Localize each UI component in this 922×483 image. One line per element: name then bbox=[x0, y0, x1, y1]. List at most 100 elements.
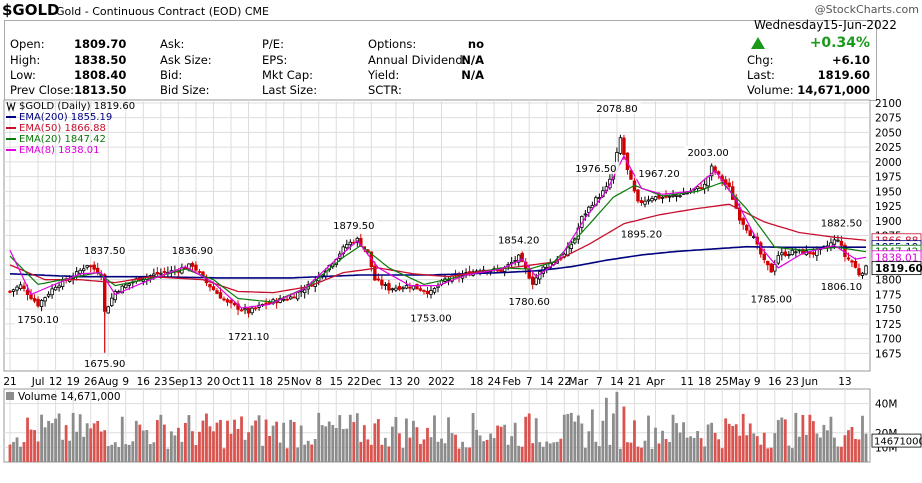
candle bbox=[643, 196, 647, 208]
volume-bar bbox=[461, 441, 464, 462]
candle bbox=[222, 296, 226, 302]
volume-bar bbox=[422, 439, 426, 462]
volume-bar bbox=[492, 438, 496, 462]
volume-bar bbox=[78, 414, 82, 462]
volume-bar bbox=[334, 427, 338, 462]
volume-bar bbox=[482, 441, 486, 462]
candle bbox=[671, 189, 675, 198]
volume-bar bbox=[769, 447, 773, 462]
price-tick-label: 1975 bbox=[875, 172, 902, 184]
candle bbox=[531, 272, 535, 290]
candle-body bbox=[699, 187, 703, 189]
volume-bar bbox=[299, 425, 303, 462]
axis-tag-text: 1819.60 bbox=[875, 263, 922, 275]
volume-bar bbox=[745, 435, 749, 462]
candle-body bbox=[762, 253, 766, 261]
volume-bar bbox=[159, 414, 163, 462]
instrument-name: Gold - Continuous Contract (EOD) CME bbox=[56, 5, 269, 18]
candle bbox=[587, 205, 591, 218]
volume-bar bbox=[741, 413, 745, 462]
up-arrow-icon bbox=[751, 37, 765, 53]
candle bbox=[783, 247, 788, 258]
time-tick-label: 7 bbox=[526, 376, 533, 388]
candle-body bbox=[832, 239, 837, 245]
volume-bar bbox=[138, 424, 142, 462]
candle bbox=[727, 178, 731, 192]
volume-bar bbox=[622, 406, 626, 462]
volume-bar bbox=[43, 427, 47, 462]
volume-bar bbox=[857, 439, 861, 462]
volume-bar bbox=[369, 444, 373, 462]
candle-body bbox=[394, 287, 398, 291]
volume-bar bbox=[503, 424, 507, 462]
time-tick-label: Jul bbox=[31, 376, 45, 388]
candle bbox=[667, 195, 672, 202]
volume-bar bbox=[773, 433, 777, 462]
volume-bar bbox=[257, 415, 261, 462]
volume-bar bbox=[26, 417, 29, 462]
volume-bar bbox=[829, 416, 833, 462]
candle-body bbox=[678, 195, 682, 198]
yield-value: N/A bbox=[461, 68, 484, 82]
volume-bar bbox=[415, 427, 419, 462]
candle-body bbox=[387, 283, 391, 291]
volume-bar bbox=[590, 409, 594, 462]
candle bbox=[520, 251, 524, 263]
volume-bar bbox=[808, 414, 812, 462]
volume-bar bbox=[99, 431, 103, 462]
ema8-line bbox=[9, 154, 867, 309]
candle bbox=[113, 289, 117, 303]
volume-bar bbox=[734, 424, 738, 462]
candle-body bbox=[783, 251, 788, 256]
candle-body bbox=[229, 300, 233, 304]
volume-bar bbox=[552, 442, 556, 462]
volume-bar bbox=[71, 412, 75, 462]
candle-body bbox=[650, 198, 654, 202]
volume-bar bbox=[380, 444, 384, 462]
volume-bar bbox=[310, 444, 314, 462]
time-tick-label: 20 bbox=[407, 376, 420, 388]
time-tick-label: 14 bbox=[540, 376, 554, 388]
volume-bar bbox=[587, 431, 591, 462]
volume-bar bbox=[573, 421, 577, 462]
candle-body bbox=[81, 268, 86, 272]
price-annotation: 1882.50 bbox=[821, 219, 862, 230]
price-annotation: 1721.10 bbox=[228, 332, 269, 343]
volume-bar bbox=[811, 421, 815, 462]
volume-bar bbox=[50, 423, 54, 462]
legend-entry: EMA(8) 1838.01 bbox=[19, 145, 99, 156]
candle bbox=[194, 261, 198, 273]
volume-bar bbox=[205, 413, 208, 462]
volume-bar bbox=[766, 448, 770, 462]
candle bbox=[383, 281, 388, 291]
candle bbox=[766, 260, 770, 271]
candle bbox=[225, 297, 230, 307]
candle-body bbox=[348, 241, 352, 246]
candle bbox=[11, 288, 16, 297]
candle-body bbox=[373, 265, 377, 281]
candle bbox=[50, 284, 54, 299]
volume-bar bbox=[569, 412, 573, 462]
time-tick-label: Mar bbox=[568, 376, 588, 388]
candle-body bbox=[674, 194, 679, 197]
candle bbox=[408, 282, 412, 293]
volume-bar bbox=[92, 423, 96, 462]
candle-body bbox=[727, 182, 731, 188]
candle-body bbox=[425, 290, 430, 295]
candle bbox=[618, 134, 623, 155]
candle bbox=[292, 293, 296, 299]
legend-entry: $GOLD (Daily) 1819.60 bbox=[19, 101, 135, 112]
volume-bar bbox=[604, 397, 608, 462]
candle bbox=[850, 259, 854, 268]
candle-body bbox=[766, 260, 770, 266]
candle-body bbox=[194, 264, 198, 271]
candle-body bbox=[243, 308, 247, 311]
candle bbox=[583, 210, 588, 221]
last-value: 1819.60 bbox=[817, 68, 870, 82]
volume-bar bbox=[724, 418, 728, 462]
candle bbox=[741, 216, 745, 230]
volume-bar bbox=[752, 433, 756, 462]
stockcharts-credit[interactable]: @StockCharts.com bbox=[814, 3, 919, 16]
